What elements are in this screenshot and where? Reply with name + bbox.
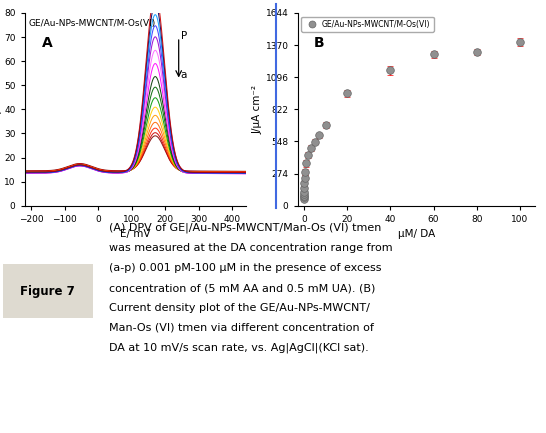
Text: P: P xyxy=(181,32,187,42)
Text: Figure 7: Figure 7 xyxy=(20,284,75,298)
Text: (A) DPV of GE|/Au-NPs-MWCNT/Man-Os (VI) tmen: (A) DPV of GE|/Au-NPs-MWCNT/Man-Os (VI) … xyxy=(109,223,382,233)
Text: a: a xyxy=(181,70,187,80)
X-axis label: E/ mV: E/ mV xyxy=(120,229,150,239)
Text: Man-Os (VI) tmen via different concentration of: Man-Os (VI) tmen via different concentra… xyxy=(109,323,374,333)
Text: (a-p) 0.001 pM-100 μM in the presence of excess: (a-p) 0.001 pM-100 μM in the presence of… xyxy=(109,263,382,273)
Text: A: A xyxy=(42,36,53,50)
Text: DA at 10 mV/s scan rate, vs. Ag|AgCl|(KCl sat).: DA at 10 mV/s scan rate, vs. Ag|AgCl|(KC… xyxy=(109,342,369,352)
X-axis label: μM/ DA: μM/ DA xyxy=(397,229,435,239)
Legend: GE/Au-NPs-MWCNT/M-Os(VI): GE/Au-NPs-MWCNT/M-Os(VI) xyxy=(301,17,434,32)
Text: GE/Au-NPs-MWCNT/M-Os(VI): GE/Au-NPs-MWCNT/M-Os(VI) xyxy=(29,19,156,28)
Text: B: B xyxy=(314,36,325,50)
Y-axis label: I/μA: I/μA xyxy=(0,99,1,120)
Text: was measured at the DA concentration range from: was measured at the DA concentration ran… xyxy=(109,243,393,253)
Y-axis label: J/μA cm⁻²: J/μA cm⁻² xyxy=(253,85,263,134)
Text: concentration of (5 mM AA and 0.5 mM UA). (B): concentration of (5 mM AA and 0.5 mM UA)… xyxy=(109,283,376,293)
Text: Current density plot of the GE/Au-NPs-MWCNT/: Current density plot of the GE/Au-NPs-MW… xyxy=(109,303,370,313)
